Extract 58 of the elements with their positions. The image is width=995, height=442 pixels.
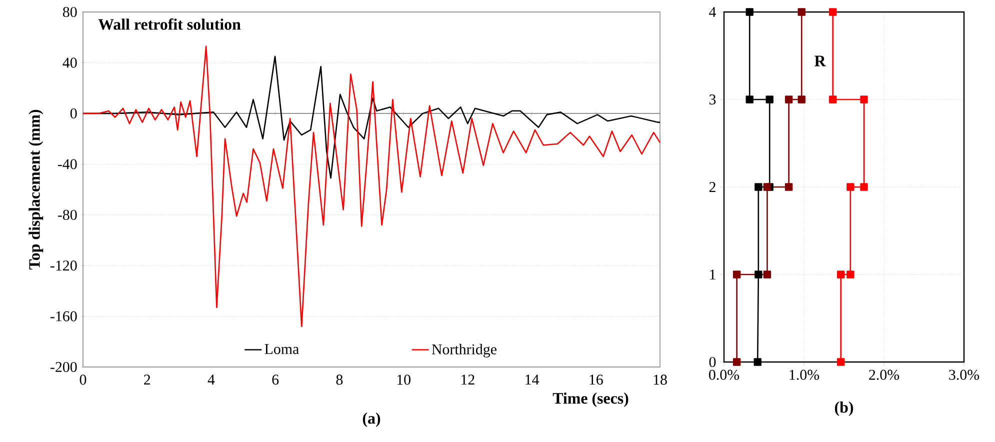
y-tick-label: 0	[709, 356, 716, 368]
point	[754, 183, 762, 191]
y-tick-label: -80	[58, 210, 77, 220]
x-tick-label: 3.0%	[949, 370, 980, 380]
legend-label: Loma	[264, 344, 299, 354]
point	[798, 8, 806, 16]
x-tick-label: 14	[526, 374, 540, 385]
y-tick-label: 3	[709, 94, 716, 105]
x-tick-label: 2.0%	[869, 370, 900, 380]
text: (b)	[834, 402, 854, 416]
point	[732, 270, 741, 278]
point	[798, 96, 806, 104]
point	[784, 96, 793, 104]
x-tick-label: 16	[590, 374, 603, 385]
y-tick-label: 1	[710, 270, 716, 280]
y-tick-label: -160	[50, 311, 77, 322]
annotation: R	[814, 56, 826, 66]
legend-label: Northridge	[432, 344, 496, 358]
point	[846, 270, 854, 278]
y-tick-label: 2	[709, 182, 716, 192]
y-tick-label: -40	[58, 159, 77, 170]
point	[746, 8, 754, 16]
y-axis-title: Top displacement (mm)	[28, 110, 44, 270]
x-tick-label: 4	[208, 374, 215, 384]
point	[860, 183, 868, 191]
x-tick-label: 18	[654, 374, 667, 385]
point	[836, 358, 845, 366]
point	[784, 183, 793, 191]
x-tick-label: 6	[272, 374, 279, 385]
point	[763, 183, 772, 191]
point	[860, 96, 868, 104]
point	[746, 96, 754, 104]
y-tick-label: 4	[709, 7, 716, 17]
point	[763, 270, 772, 278]
x-tick-label: 10	[397, 374, 410, 385]
chart-title: Wall retrofit solution	[98, 18, 241, 30]
x-tick-label: 0.0%	[709, 370, 740, 380]
x-axis-title: Time (secs)	[552, 392, 628, 407]
y-tick-label: 80	[62, 6, 77, 18]
y-tick-label: 0	[70, 108, 77, 118]
point	[846, 183, 854, 191]
x-tick-label: 1.0%	[790, 370, 820, 380]
point	[754, 270, 762, 278]
y-tick-label: 40	[62, 58, 77, 68]
y-tick-label: -200	[50, 362, 77, 372]
point	[828, 96, 837, 104]
point	[836, 270, 845, 278]
point	[732, 358, 741, 366]
point	[754, 358, 762, 366]
text: (a)	[362, 412, 380, 427]
point	[766, 96, 774, 104]
line-series	[82, 46, 661, 328]
point	[828, 8, 837, 16]
x-tick-label: 8	[336, 374, 343, 385]
x-tick-label: 2	[144, 374, 150, 385]
x-tick-label: 12	[462, 374, 474, 385]
x-tick-label: 0	[80, 374, 86, 385]
y-tick-label: -120	[50, 260, 77, 271]
